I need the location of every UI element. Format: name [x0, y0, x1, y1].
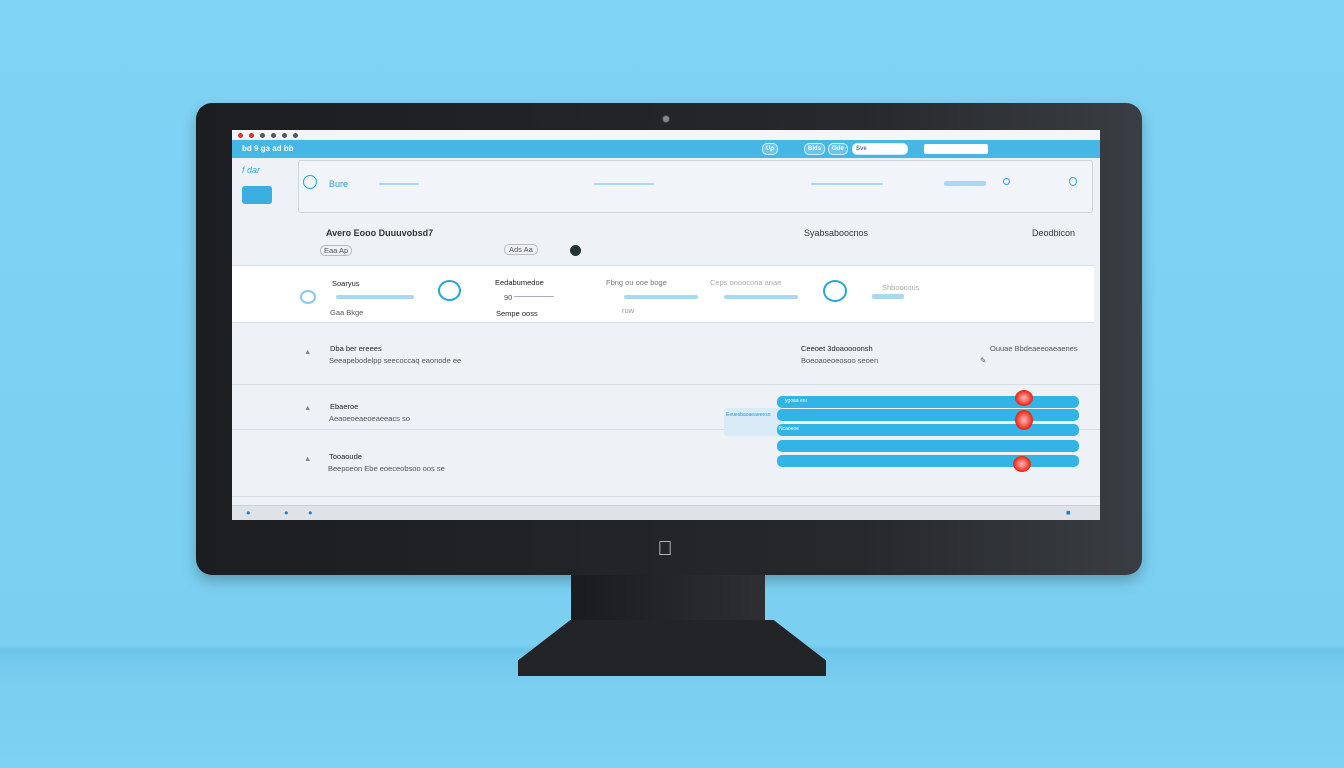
divider	[514, 296, 554, 297]
progress-bar	[624, 295, 698, 299]
progress-bar	[724, 295, 798, 299]
item-icon: ▲	[304, 454, 312, 463]
status-ring-icon[interactable]	[823, 280, 847, 302]
user-icon	[300, 290, 316, 304]
card-title: Soaryus	[332, 279, 360, 288]
toolbar: bd 9 ga ad bb Up Bids Ode Sve	[232, 140, 1100, 158]
card-caption: Sempe ooss	[496, 309, 538, 318]
monitor-stand-base	[518, 620, 826, 676]
item-icon: ▲	[304, 403, 312, 412]
card-caption: Gaa Bkge	[330, 308, 364, 317]
status-icon[interactable]: ●	[284, 508, 289, 517]
status-bar: ● ● ● ■	[232, 505, 1100, 520]
item-icon: ▲	[304, 347, 312, 356]
bar-row[interactable]: ygoaa enr	[777, 396, 1079, 408]
alert-marker-icon[interactable]	[1015, 410, 1033, 430]
status-icon[interactable]: ●	[308, 508, 313, 517]
toolbar-button[interactable]: Up	[762, 143, 778, 155]
item-subtitle: Aeaoeoeaeoeaeeacs so	[329, 414, 410, 423]
brand-label: f dar	[242, 165, 261, 175]
status-icon[interactable]: ●	[246, 508, 251, 517]
card-title: Shboocous	[882, 283, 920, 292]
alert-marker-icon[interactable]	[1015, 390, 1033, 406]
filter-slider[interactable]	[379, 183, 419, 185]
bar-row[interactable]: Ncaoeoe	[777, 424, 1079, 436]
page-title: Avero Eooo Duuuvobsd7	[326, 228, 434, 238]
tab-icon[interactable]	[282, 132, 287, 138]
bars-label-panel	[724, 408, 784, 436]
settings-icon[interactable]	[1069, 177, 1077, 186]
item-title: Dba ber ereees	[330, 344, 382, 353]
tag[interactable]: Eaa Ap	[320, 245, 353, 256]
summary-cards: Soaryus Gaa Bkge Eedabumedoe 90 Sempe oo…	[232, 265, 1094, 323]
toolbar-input[interactable]: Sve	[852, 143, 908, 155]
tab-icon[interactable]	[293, 132, 298, 138]
bar-label: Ncaoeoe	[779, 426, 800, 432]
item-column: Ceeoet 3doaoooonsh	[801, 344, 873, 353]
search-panel: Bure	[298, 160, 1093, 213]
edit-icon[interactable]: ✎	[980, 356, 987, 365]
avatar[interactable]	[570, 245, 581, 256]
tab-icon[interactable]	[271, 132, 276, 138]
card-value: 90	[504, 293, 513, 302]
column-header: Deodbicon	[1032, 228, 1076, 238]
apple-logo-icon: 	[655, 538, 675, 560]
filter-field[interactable]	[594, 183, 654, 185]
item-subtitle: Beepoeon Ebe eoeceobsoo oos se	[328, 464, 445, 473]
progress-bar	[336, 295, 414, 299]
title-bar	[232, 130, 1100, 140]
filter-field[interactable]	[811, 183, 883, 185]
bar-row[interactable]	[777, 440, 1079, 452]
toolbar-button[interactable]: Bids	[804, 143, 826, 155]
close-icon[interactable]	[238, 132, 243, 138]
filter-toggle[interactable]	[944, 181, 986, 186]
card-title: Ceps onoocona anae	[710, 278, 782, 287]
badge[interactable]: Ads Aa	[504, 244, 538, 255]
status-icon[interactable]: ■	[1066, 508, 1071, 517]
item-column: Boeoaoeoeosoo seoen	[801, 356, 879, 365]
maximize-icon[interactable]	[260, 132, 265, 138]
item-title: Ebaeroe	[330, 402, 359, 411]
info-icon[interactable]	[1003, 178, 1010, 185]
list-item[interactable]: ▲ Tooaoude Beepoeon Ebe eoeceobsoo oos s…	[232, 430, 1100, 497]
app-logo-icon	[242, 186, 272, 204]
progress-bar	[872, 294, 904, 299]
bar-label: Eeuesbaoaeaeeeso	[726, 412, 771, 418]
toolbar-text: bd 9 ga ad bb	[242, 144, 294, 153]
bar-label: ygoaa enr	[785, 398, 808, 404]
monitor-stand-neck	[571, 575, 765, 623]
item-title: Tooaoude	[329, 452, 362, 461]
search-input[interactable]	[924, 144, 988, 154]
bar-row[interactable]	[777, 455, 1079, 467]
toolbar-button[interactable]: Ode	[828, 143, 848, 155]
list-item[interactable]: ▲ Dba ber ereees Seeapebodelpp seecoccaq…	[232, 323, 1100, 385]
search-label[interactable]: Bure	[329, 179, 349, 189]
card-value: ruw	[622, 306, 635, 315]
camera-icon	[662, 115, 670, 123]
status-ring-icon[interactable]	[438, 280, 461, 301]
item-column: Ouuae Bbdeaeeoaeaenes	[990, 344, 1078, 353]
card-title: Eedabumedoe	[495, 278, 544, 287]
list-item[interactable]: ▲ Ebaeroe Aeaoeoeaeoeaeeacs so	[232, 385, 1100, 430]
bar-row[interactable]	[777, 409, 1079, 421]
search-icon[interactable]	[303, 175, 317, 189]
alert-marker-icon[interactable]	[1013, 456, 1031, 472]
card-title: Fbng ou ooe boge	[606, 278, 667, 287]
screen: bd 9 ga ad bb Up Bids Ode Sve f dar Bure…	[232, 130, 1100, 520]
item-subtitle: Seeapebodelpp seecoccaq eaonode ee	[329, 356, 462, 365]
minimize-icon[interactable]	[249, 132, 254, 138]
column-header: Syabsaboocnos	[804, 228, 869, 238]
